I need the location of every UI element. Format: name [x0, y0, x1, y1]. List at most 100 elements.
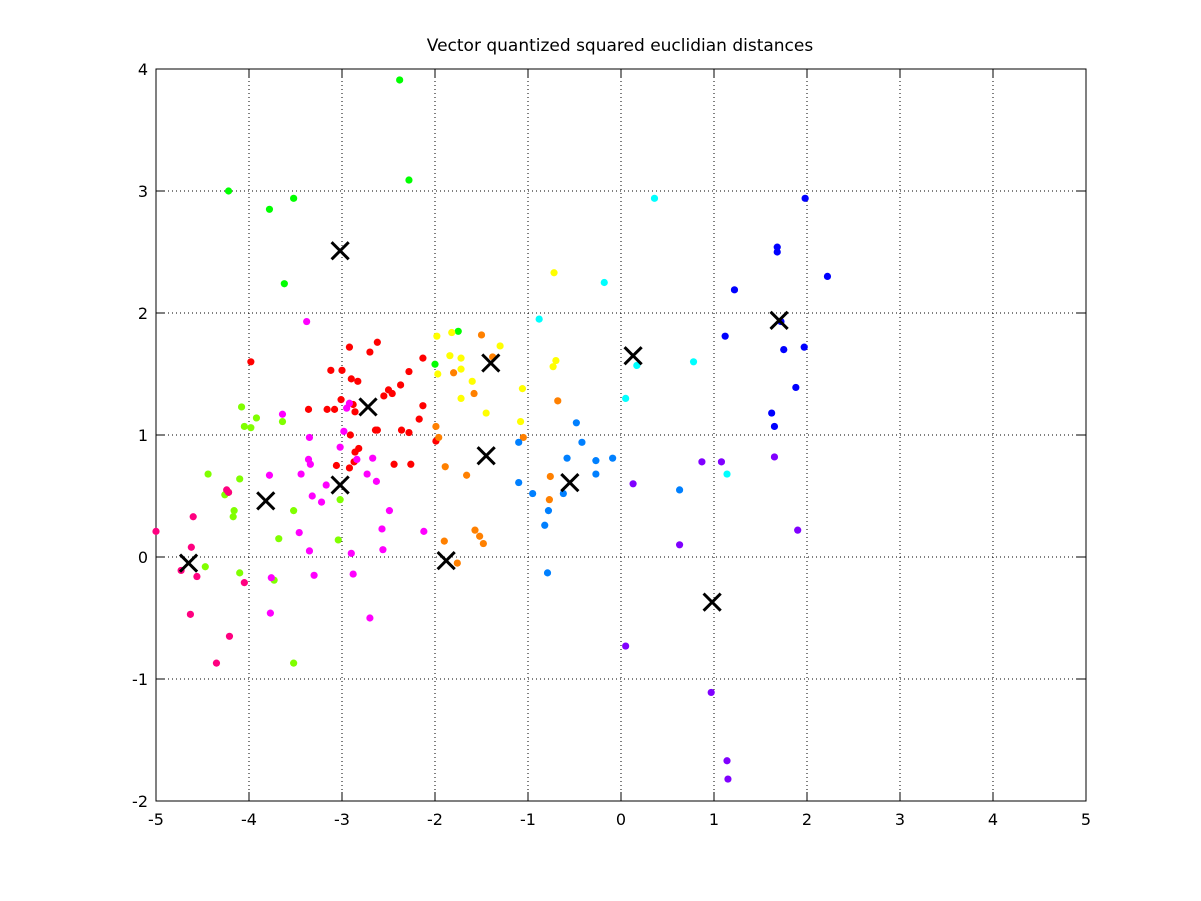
- data-point: [453, 559, 461, 567]
- centroid-markers: [178, 241, 789, 612]
- data-point: [563, 454, 571, 462]
- data-point: [323, 405, 331, 413]
- data-point: [247, 424, 255, 432]
- data-point: [349, 570, 357, 578]
- data-point: [229, 513, 237, 521]
- data-point: [380, 392, 388, 400]
- y-tick-label: 3: [138, 182, 148, 201]
- data-point: [592, 457, 600, 465]
- data-point: [770, 422, 779, 431]
- data-point: [390, 460, 398, 468]
- centroid-marker: [330, 241, 350, 261]
- centroid-marker: [476, 446, 496, 466]
- data-point: [457, 365, 465, 373]
- x-tick-label: -3: [334, 810, 350, 829]
- data-point: [450, 369, 458, 377]
- data-point: [434, 370, 442, 378]
- data-point: [529, 489, 537, 498]
- data-point: [373, 426, 381, 434]
- centroid-marker: [256, 491, 276, 511]
- data-point: [578, 438, 586, 446]
- data-point: [457, 354, 465, 362]
- data-point: [405, 367, 413, 376]
- data-point: [366, 348, 374, 356]
- data-point: [689, 358, 698, 366]
- data-point: [419, 354, 427, 362]
- data-points: [152, 76, 832, 783]
- data-point: [345, 343, 354, 351]
- centroid-stroke: [560, 472, 580, 493]
- data-point: [297, 470, 305, 478]
- data-point: [322, 481, 330, 489]
- centroid-stroke: [769, 310, 789, 330]
- data-point: [552, 356, 560, 365]
- centroid-stroke: [436, 551, 456, 571]
- x-tick-label: -1: [520, 810, 536, 829]
- data-point: [717, 458, 726, 466]
- data-point: [535, 315, 543, 323]
- data-point: [792, 383, 800, 392]
- data-point: [544, 507, 553, 515]
- data-point: [388, 389, 396, 398]
- data-point: [415, 415, 423, 423]
- centroid-marker: [330, 475, 350, 495]
- data-point: [265, 205, 274, 213]
- data-point: [519, 433, 527, 442]
- data-point: [236, 569, 244, 577]
- data-point: [304, 405, 313, 413]
- centroid-stroke: [330, 241, 350, 261]
- data-point: [405, 428, 413, 437]
- data-point: [496, 342, 504, 350]
- data-point: [303, 317, 311, 326]
- data-point: [237, 403, 246, 411]
- centroid-stroke: [358, 397, 378, 417]
- data-point: [405, 176, 413, 184]
- data-point: [794, 526, 802, 534]
- data-point: [441, 463, 449, 471]
- data-point: [266, 609, 274, 617]
- data-point: [332, 461, 341, 470]
- chart-title: Vector quantized squared euclidian dista…: [427, 36, 814, 56]
- data-point: [385, 507, 394, 515]
- data-point: [379, 546, 387, 554]
- data-point: [600, 278, 608, 287]
- data-point: [457, 394, 465, 402]
- data-point: [698, 458, 706, 466]
- data-point: [295, 529, 303, 537]
- data-point: [327, 366, 335, 374]
- x-tick-label: 3: [895, 810, 905, 829]
- data-point: [347, 375, 355, 383]
- data-point: [471, 526, 479, 534]
- data-point: [770, 453, 779, 461]
- data-point: [541, 521, 549, 529]
- data-point: [204, 470, 212, 478]
- data-point: [554, 397, 562, 405]
- data-point: [225, 632, 234, 640]
- y-tick-label: 1: [138, 426, 148, 445]
- data-point: [343, 404, 351, 412]
- data-point: [780, 346, 788, 354]
- data-point: [247, 358, 255, 366]
- data-point: [482, 409, 490, 417]
- data-point: [448, 328, 456, 337]
- data-point: [278, 410, 287, 418]
- data-point: [477, 331, 486, 339]
- data-point: [543, 569, 552, 577]
- data-point: [440, 537, 448, 545]
- data-point: [334, 536, 342, 544]
- axes: -5 -4 -3 -2 -1 0 1 2 3 4 5 -2 -1 0 1 2 3 4: [132, 60, 1091, 829]
- y-tick-label: -2: [132, 792, 148, 811]
- data-point: [305, 433, 314, 442]
- data-point: [186, 610, 195, 618]
- data-point: [823, 272, 832, 280]
- centroid-marker: [178, 553, 199, 573]
- centroid-marker: [623, 346, 643, 366]
- data-point: [336, 443, 344, 451]
- data-point: [629, 480, 637, 488]
- data-point: [518, 385, 527, 393]
- data-point: [252, 414, 261, 422]
- data-point: [801, 194, 809, 202]
- data-point: [223, 486, 231, 494]
- data-point: [407, 460, 415, 468]
